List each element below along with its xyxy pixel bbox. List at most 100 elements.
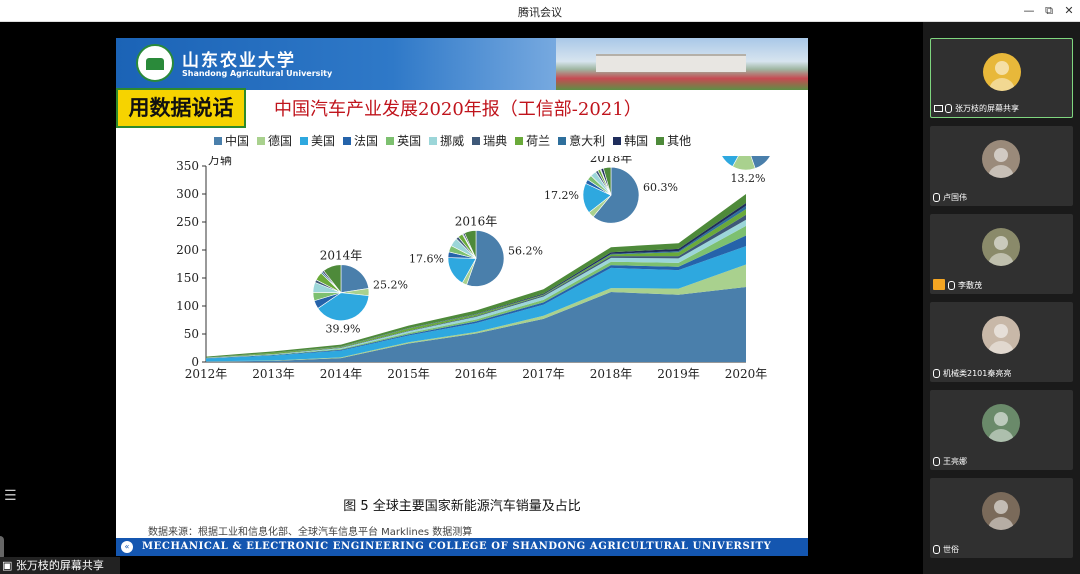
y-tick-label: 200 xyxy=(176,243,199,257)
participant-tile[interactable]: 李敷茂 xyxy=(930,214,1073,294)
participant-tile[interactable]: 卢国伟 xyxy=(930,126,1073,206)
legend-item: 其他 xyxy=(656,132,691,149)
participant-tile[interactable]: 张万枝的屏幕共享 xyxy=(930,38,1073,118)
mic-off-icon xyxy=(945,104,952,113)
pie-year-label: 2016年 xyxy=(455,214,498,228)
participant-nameplate: 李敷茂 xyxy=(933,279,982,291)
pie-year-label: 2018年 xyxy=(590,156,633,165)
figure-caption: 图 5 全球主要国家新能源汽车销量及占比 xyxy=(343,499,581,514)
pie-slice-中国 xyxy=(592,166,640,224)
pie-percent-label: 56.2% xyxy=(508,244,543,257)
y-tick-label: 150 xyxy=(176,271,199,285)
legend-swatch xyxy=(257,137,266,145)
participant-tile[interactable]: 王亮娜 xyxy=(930,390,1073,470)
participant-nameplate: 张万枝的屏幕共享 xyxy=(934,103,1019,114)
participant-name: 李敷茂 xyxy=(958,281,982,290)
legend-label: 荷兰 xyxy=(526,134,551,148)
y-tick-label: 100 xyxy=(176,299,199,313)
legend-item: 英国 xyxy=(386,132,421,149)
list-menu-icon[interactable]: ☰ xyxy=(4,488,17,504)
avatar xyxy=(982,492,1020,530)
legend-item: 瑞典 xyxy=(472,132,507,149)
slide-footer: « MECHANICAL & ELECTRONIC ENGINEERING CO… xyxy=(116,538,808,556)
participant-name: 卢国伟 xyxy=(943,193,967,202)
legend-swatch xyxy=(300,137,309,145)
legend-item: 法国 xyxy=(343,132,378,149)
x-tick-label: 2013年 xyxy=(252,367,295,381)
participant-name: 张万枝的屏幕共享 xyxy=(955,104,1019,113)
participant-sidebar: 张万枝的屏幕共享卢国伟李敷茂机械类2101秦亮亮 王亮娜世俗 xyxy=(923,22,1080,574)
restore-icon[interactable]: ⧉ xyxy=(1045,4,1053,17)
screen-share-icon xyxy=(934,105,943,112)
participant-nameplate: 世俗 xyxy=(933,544,959,555)
pie-percent-label: 60.3% xyxy=(643,181,678,194)
minimize-icon[interactable]: — xyxy=(1023,4,1035,17)
y-tick-label: 50 xyxy=(184,327,199,341)
pie-slice-其他 xyxy=(603,166,612,196)
legend-item: 中国 xyxy=(214,132,249,149)
screen-share-status[interactable]: ▣ 张万枝的屏幕共享 xyxy=(0,557,120,574)
window-title: 腾讯会议 xyxy=(518,6,562,19)
area-series-中国 xyxy=(206,286,746,362)
y-axis-label: 万辆 xyxy=(208,156,232,167)
legend-label: 韩国 xyxy=(624,134,649,148)
x-tick-label: 2020年 xyxy=(725,367,768,381)
university-name-en: Shandong Agricultural University xyxy=(182,69,333,78)
participant-nameplate: 机械类2101秦亮亮 xyxy=(933,368,1011,379)
avatar xyxy=(983,53,1021,91)
legend-swatch xyxy=(613,137,622,145)
pie-slice-美国 xyxy=(317,292,370,321)
legend-swatch xyxy=(343,137,352,145)
pie-slice-中国 xyxy=(750,156,771,169)
mic-off-icon xyxy=(948,281,955,290)
pie-slice-其他 xyxy=(464,230,477,259)
avatar xyxy=(982,140,1020,178)
slide-tag: 用数据说话 xyxy=(116,88,246,128)
footer-text: MECHANICAL & ELECTRONIC ENGINEERING COLL… xyxy=(142,541,772,552)
participant-name: 世俗 xyxy=(943,545,959,554)
y-tick-label: 0 xyxy=(191,355,199,369)
legend-item: 美国 xyxy=(300,132,335,149)
footer-nav-icon: « xyxy=(121,541,133,553)
area-series-德国 xyxy=(206,264,746,362)
slide-title: 中国汽车产业发展2020年报（工信部-2021） xyxy=(274,99,642,120)
participant-tile[interactable]: 世俗 xyxy=(930,478,1073,558)
pie-slice-其他 xyxy=(323,264,342,294)
legend-swatch xyxy=(515,137,524,145)
presentation-slide: 山东农业大学 Shandong Agricultural University … xyxy=(116,38,808,556)
legend-item: 韩国 xyxy=(613,132,648,149)
mic-off-icon xyxy=(933,545,940,554)
avatar xyxy=(982,404,1020,442)
participant-nameplate: 王亮娜 xyxy=(933,456,967,467)
mic-off-icon xyxy=(933,369,940,378)
legend-item: 挪威 xyxy=(429,132,464,149)
legend-label: 挪威 xyxy=(440,134,465,148)
legend-item: 荷兰 xyxy=(515,132,550,149)
legend-label: 英国 xyxy=(397,134,422,148)
slide-header: 山东农业大学 Shandong Agricultural University xyxy=(116,38,808,90)
legend-item: 意大利 xyxy=(558,132,605,149)
y-tick-label: 250 xyxy=(176,215,199,229)
shared-screen-stage: 山东农业大学 Shandong Agricultural University … xyxy=(0,22,923,574)
x-tick-label: 2016年 xyxy=(455,367,498,381)
legend-label: 意大利 xyxy=(569,134,606,148)
host-badge-icon xyxy=(933,279,945,290)
x-tick-label: 2014年 xyxy=(320,367,363,381)
legend-swatch xyxy=(558,137,567,145)
legend-swatch xyxy=(429,137,438,145)
pie-percent-label: 25.2% xyxy=(373,279,408,292)
close-icon[interactable]: ✕ xyxy=(1064,4,1074,17)
legend-item: 德国 xyxy=(257,132,292,149)
side-collapse-handle[interactable] xyxy=(0,536,4,560)
x-tick-label: 2019年 xyxy=(657,367,700,381)
pie-slice-中国 xyxy=(466,230,505,287)
participant-nameplate: 卢国伟 xyxy=(933,192,967,203)
university-name-cn: 山东农业大学 xyxy=(182,51,296,71)
pie-percent-label: 17.2% xyxy=(544,189,579,202)
legend-label: 美国 xyxy=(311,134,336,148)
window-titlebar: 腾讯会议 — ⧉ ✕ xyxy=(0,0,1080,22)
participant-tile[interactable]: 机械类2101秦亮亮 xyxy=(930,302,1073,382)
y-tick-label: 350 xyxy=(176,159,199,173)
y-tick-label: 300 xyxy=(176,187,199,201)
data-source-note: 数据来源：根据工业和信息化部、全球汽车信息平台 Marklines 数据测算 xyxy=(148,527,473,538)
